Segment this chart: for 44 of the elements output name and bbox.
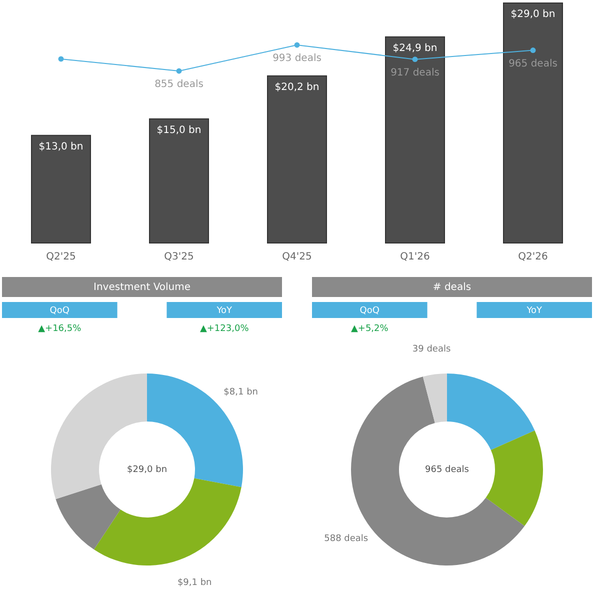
data-label: 965 deals xyxy=(508,58,558,70)
point xyxy=(412,56,418,62)
donut-slice xyxy=(94,478,242,566)
data-label: 993 deals xyxy=(272,53,322,64)
x-tick-label: Q1'26 xyxy=(400,252,430,262)
text: $29,0 bn xyxy=(126,465,168,475)
text: 965 deals xyxy=(425,465,470,475)
data-label: $24,9 bn xyxy=(392,42,438,54)
text: Investment Volume xyxy=(93,282,191,293)
x-tick-label: Q3'25 xyxy=(164,252,194,262)
data-label: 855 deals xyxy=(154,79,204,90)
point xyxy=(530,48,536,54)
bar xyxy=(267,75,327,244)
data-label: $9,1 bn xyxy=(177,578,212,588)
x-tick-label: Q2'26 xyxy=(518,252,548,262)
point xyxy=(294,42,300,48)
bar xyxy=(503,2,563,244)
text: # deals xyxy=(432,282,472,293)
donut-slice xyxy=(56,484,120,550)
category-label: QoQ xyxy=(360,306,380,316)
x-tick-label: Q4'25 xyxy=(282,252,312,262)
data-label: $20,2 bn xyxy=(274,82,320,93)
category-label: QoQ xyxy=(50,306,70,316)
category-label: YoY xyxy=(526,306,543,316)
data-label: $8,1 bn xyxy=(224,388,258,398)
bar xyxy=(31,134,91,244)
donut-slice xyxy=(447,374,535,450)
text: ▲+5,2% xyxy=(350,324,388,334)
data-label: 39 deals xyxy=(412,344,451,354)
data-label: $13,0 bn xyxy=(38,141,84,152)
point xyxy=(176,68,182,74)
data-label: 917 deals xyxy=(390,67,440,78)
text: ▲+123,0% xyxy=(200,324,249,334)
category-label: YoY xyxy=(216,306,233,316)
data-label: $15,0 bn xyxy=(156,124,202,136)
data-label: 588 deals xyxy=(324,534,368,544)
bar xyxy=(149,118,209,244)
donut-slice xyxy=(486,430,543,526)
text: ▲+16,5% xyxy=(38,324,82,334)
point xyxy=(58,56,64,62)
x-tick-label: Q2'25 xyxy=(46,252,76,262)
data-label: $29,0 bn xyxy=(510,9,556,20)
donut-slice xyxy=(422,374,447,424)
bar xyxy=(385,36,445,244)
